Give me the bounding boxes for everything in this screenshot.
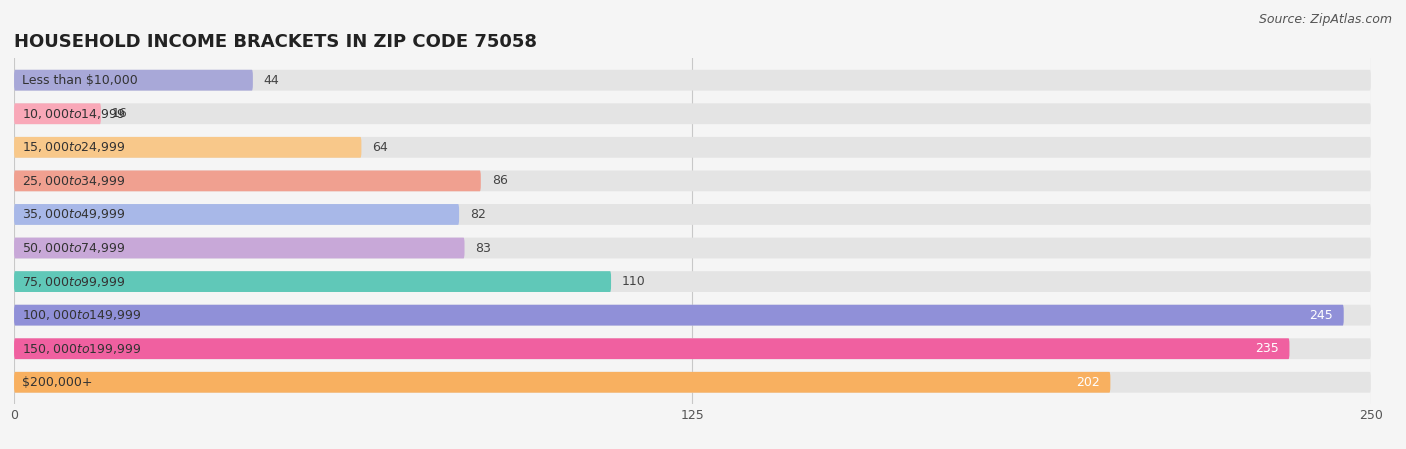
Text: Less than $10,000: Less than $10,000 <box>22 74 138 87</box>
FancyBboxPatch shape <box>14 171 1371 191</box>
FancyBboxPatch shape <box>14 70 1371 91</box>
Text: HOUSEHOLD INCOME BRACKETS IN ZIP CODE 75058: HOUSEHOLD INCOME BRACKETS IN ZIP CODE 75… <box>14 33 537 51</box>
Text: 235: 235 <box>1254 342 1278 355</box>
FancyBboxPatch shape <box>14 137 1371 158</box>
FancyBboxPatch shape <box>14 338 1289 359</box>
Text: $200,000+: $200,000+ <box>22 376 93 389</box>
Text: $10,000 to $14,999: $10,000 to $14,999 <box>22 107 125 121</box>
Text: 86: 86 <box>492 174 508 187</box>
Text: 110: 110 <box>621 275 645 288</box>
Text: $25,000 to $34,999: $25,000 to $34,999 <box>22 174 125 188</box>
Text: 16: 16 <box>111 107 128 120</box>
FancyBboxPatch shape <box>14 238 464 259</box>
FancyBboxPatch shape <box>14 338 1371 359</box>
Text: 83: 83 <box>475 242 491 255</box>
Text: $35,000 to $49,999: $35,000 to $49,999 <box>22 207 125 221</box>
FancyBboxPatch shape <box>14 103 1371 124</box>
FancyBboxPatch shape <box>14 204 1371 225</box>
FancyBboxPatch shape <box>14 238 1371 259</box>
FancyBboxPatch shape <box>14 271 612 292</box>
Text: 82: 82 <box>470 208 486 221</box>
Text: 64: 64 <box>373 141 388 154</box>
Text: $15,000 to $24,999: $15,000 to $24,999 <box>22 141 125 154</box>
FancyBboxPatch shape <box>14 103 101 124</box>
FancyBboxPatch shape <box>14 305 1371 326</box>
FancyBboxPatch shape <box>14 305 1344 326</box>
FancyBboxPatch shape <box>14 372 1371 393</box>
FancyBboxPatch shape <box>14 372 1111 393</box>
Text: 202: 202 <box>1076 376 1099 389</box>
Text: Source: ZipAtlas.com: Source: ZipAtlas.com <box>1258 13 1392 26</box>
Text: $75,000 to $99,999: $75,000 to $99,999 <box>22 275 125 289</box>
Text: $100,000 to $149,999: $100,000 to $149,999 <box>22 308 142 322</box>
FancyBboxPatch shape <box>14 204 460 225</box>
FancyBboxPatch shape <box>14 137 361 158</box>
Text: $150,000 to $199,999: $150,000 to $199,999 <box>22 342 142 356</box>
FancyBboxPatch shape <box>14 70 253 91</box>
FancyBboxPatch shape <box>14 171 481 191</box>
Text: 44: 44 <box>264 74 280 87</box>
Text: $50,000 to $74,999: $50,000 to $74,999 <box>22 241 125 255</box>
Text: 245: 245 <box>1309 308 1333 321</box>
FancyBboxPatch shape <box>14 271 1371 292</box>
